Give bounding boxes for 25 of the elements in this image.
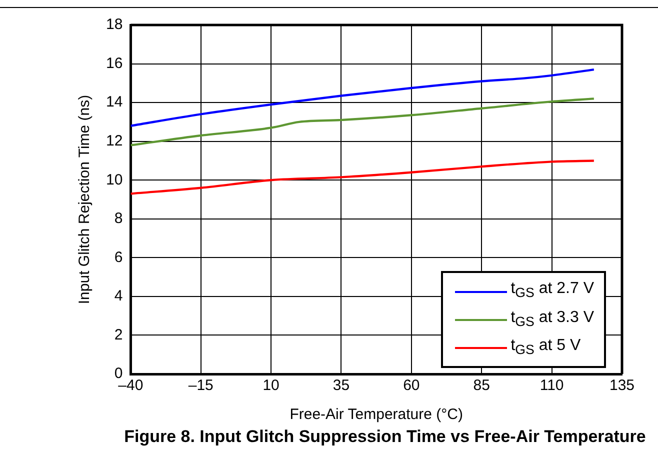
legend-label: t$_{GS}$ at 2.7 V <box>510 279 594 303</box>
y-tick-label: 14 <box>106 94 123 111</box>
y-tick-label: 12 <box>106 132 123 150</box>
x-axis-title: Free-Air Temperature (°C) <box>290 406 463 424</box>
y-tick-label: 16 <box>106 54 123 72</box>
x-tick-label: 110 <box>540 377 564 394</box>
y-tick-label: 2 <box>114 326 123 344</box>
x-tick-label: 35 <box>332 377 350 394</box>
y-tick-label: 6 <box>114 248 123 266</box>
x-tick-label: –15 <box>188 377 214 394</box>
text: Figure 8. Input Glitch Suppression Time vs Free-Air Temperature <box>123 426 647 448</box>
legend-label: t$_{GS}$ at 5 V <box>510 336 581 359</box>
y-axis-title: Input Glitch Rejection Time (ns) <box>76 94 94 304</box>
legend-label: t$_{GS}$ at 3.3 V <box>510 308 594 331</box>
line-series <box>130 160 596 195</box>
x-tick-label: 85 <box>473 377 490 394</box>
y-tick-label: 8 <box>114 210 123 228</box>
y-tick-label: 18 <box>106 16 123 34</box>
line-series <box>130 98 596 146</box>
x-tick-label: 10 <box>262 377 280 394</box>
y-tick-label: 10 <box>106 171 123 188</box>
x-tick-label: 60 <box>403 377 420 394</box>
line-series <box>130 68 596 127</box>
y-tick-label: 4 <box>114 288 123 305</box>
x-tick-label: 135 <box>609 377 635 394</box>
